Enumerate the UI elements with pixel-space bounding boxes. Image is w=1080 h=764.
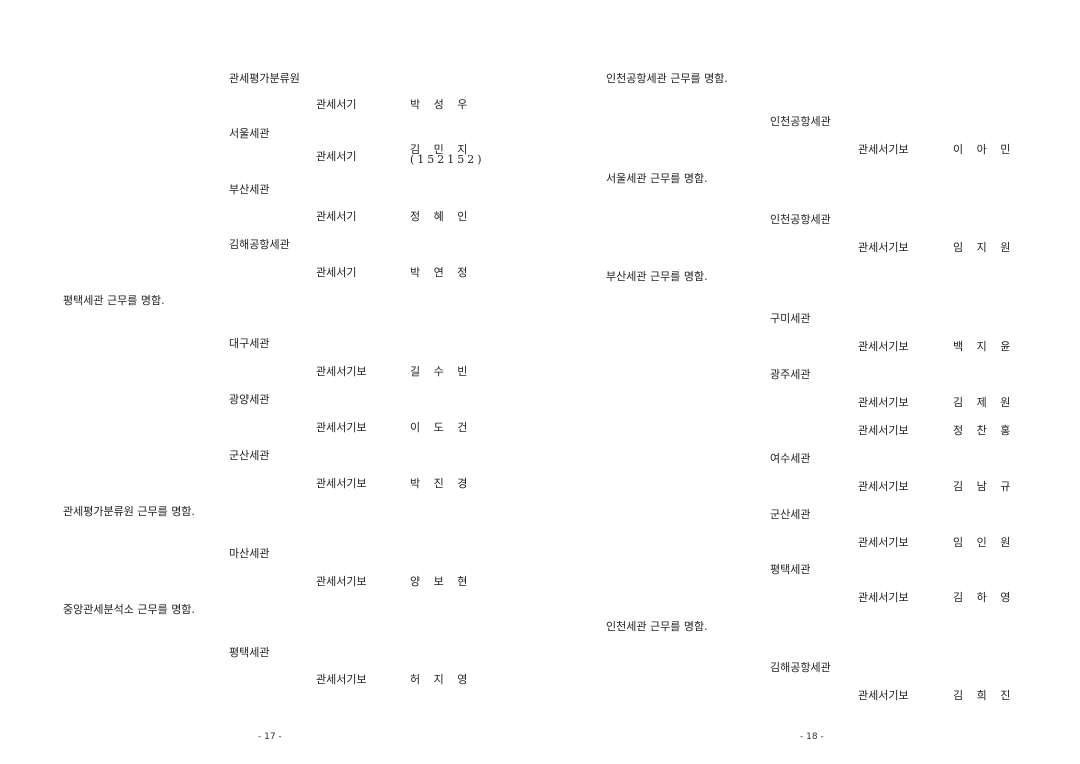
section-heading: 관세평가분류원 근무를 명함. <box>63 505 195 518</box>
office-name: 광주세관 <box>770 368 811 381</box>
person-name: 백 지 윤 <box>953 340 1016 353</box>
office-name: 인천공항세관 <box>770 213 831 226</box>
person-name: 김 하 영 <box>953 591 1016 604</box>
person-name: 김 민 지 <box>410 143 473 156</box>
rank-label: 관세서기보 <box>858 480 909 493</box>
rank-label: 관세서기 <box>316 150 357 163</box>
person-name: 임 인 원 <box>953 536 1016 549</box>
rank-label: 관세서기보 <box>858 536 909 549</box>
page-18: 인천공항세관 근무를 명함. 인천공항세관 관세서기보 이 아 민 서울세관 근무를 명… <box>540 0 1080 764</box>
person-name-block: 김 민 지 (152152) <box>410 143 485 166</box>
rank-label: 관세서기 <box>316 266 357 279</box>
office-name: 관세평가분류원 <box>229 72 300 85</box>
person-name: 김 희 진 <box>953 689 1016 702</box>
person-name: 허 지 영 <box>410 673 473 686</box>
office-name: 인천공항세관 <box>770 115 831 128</box>
office-name: 마산세관 <box>229 547 270 560</box>
person-name: 박 성 우 <box>410 98 473 111</box>
office-name: 서울세관 <box>229 127 270 140</box>
rank-label: 관세서기보 <box>858 143 909 156</box>
person-name: 양 보 현 <box>410 575 473 588</box>
office-name: 구미세관 <box>770 312 811 325</box>
section-heading: 평택세관 근무를 명함. <box>63 294 165 307</box>
rank-label: 관세서기 <box>316 98 357 111</box>
office-name: 김해공항세관 <box>229 238 290 251</box>
rank-label: 관세서기보 <box>858 689 909 702</box>
rank-label: 관세서기보 <box>858 241 909 254</box>
rank-label: 관세서기 <box>316 210 357 223</box>
person-name: 임 지 원 <box>953 241 1016 254</box>
rank-label: 관세서기보 <box>858 591 909 604</box>
person-name: 길 수 빈 <box>410 365 473 378</box>
office-name: 대구세관 <box>229 337 270 350</box>
page-number: - 17 - <box>258 732 282 742</box>
office-name: 여수세관 <box>770 452 811 465</box>
section-heading: 서울세관 근무를 명함. <box>606 172 708 185</box>
office-name: 김해공항세관 <box>770 661 831 674</box>
section-heading: 부산세관 근무를 명함. <box>606 270 708 283</box>
office-name: 부산세관 <box>229 183 270 196</box>
section-heading: 중앙관세분석소 근무를 명함. <box>63 603 195 616</box>
section-heading: 인천공항세관 근무를 명함. <box>606 72 728 85</box>
office-name: 군산세관 <box>770 508 811 521</box>
rank-label: 관세서기보 <box>316 575 367 588</box>
person-name: 정 찬 홍 <box>953 424 1016 437</box>
person-name: 박 진 경 <box>410 477 473 490</box>
rank-label: 관세서기보 <box>316 477 367 490</box>
office-name: 광양세관 <box>229 393 270 406</box>
office-name: 평택세관 <box>229 646 270 659</box>
page-number: - 18 - <box>800 732 824 742</box>
person-name: 김 제 원 <box>953 396 1016 409</box>
rank-label: 관세서기보 <box>858 396 909 409</box>
person-name: 박 연 정 <box>410 266 473 279</box>
person-name: 정 혜 인 <box>410 210 473 223</box>
rank-label: 관세서기보 <box>316 365 367 378</box>
rank-label: 관세서기보 <box>316 421 367 434</box>
person-name: 김 남 규 <box>953 480 1016 493</box>
rank-label: 관세서기보 <box>858 340 909 353</box>
person-name: 이 아 민 <box>953 143 1016 156</box>
person-name: 이 도 건 <box>410 421 473 434</box>
rank-label: 관세서기보 <box>316 673 367 686</box>
page-17: 관세평가분류원 관세서기 박 성 우 서울세관 관세서기 김 민 지 (152152) 부산세… <box>63 72 485 742</box>
rank-label: 관세서기보 <box>858 424 909 437</box>
person-id-note: (152152) <box>410 153 485 166</box>
section-heading: 인천세관 근무를 명함. <box>606 620 708 633</box>
office-name: 군산세관 <box>229 449 270 462</box>
office-name: 평택세관 <box>770 563 811 576</box>
